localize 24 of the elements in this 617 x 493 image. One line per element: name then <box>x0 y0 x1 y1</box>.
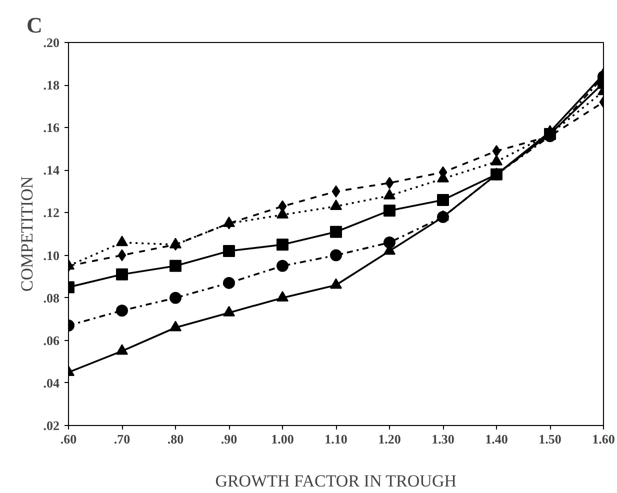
y-tick-label: .14 <box>43 162 60 178</box>
x-tick-label: 1.60 <box>592 432 615 446</box>
x-tick-label: .60 <box>60 432 77 446</box>
y-tick-label: .10 <box>43 248 60 263</box>
x-tick-label: 1.40 <box>485 432 508 446</box>
x-tick-label: 1.20 <box>378 432 401 446</box>
y-tick-label: .12 <box>43 205 60 220</box>
y-tick-label: .04 <box>43 375 60 390</box>
x-tick-label: 1.00 <box>271 432 294 446</box>
y-tick-label: .16 <box>43 120 60 136</box>
y-tick-label: .06 <box>43 332 60 348</box>
x-tick-label: .90 <box>220 432 238 446</box>
y-axis-title: COMPETITION <box>17 176 36 292</box>
y-tick-label: .20 <box>43 35 60 50</box>
y-tick-label: .02 <box>43 418 60 433</box>
x-axis-title: GROWTH FACTOR IN TROUGH <box>215 472 457 490</box>
x-tick-label: 1.10 <box>324 432 348 446</box>
y-tick-label: .18 <box>43 78 60 93</box>
x-tick-label: 1.30 <box>432 432 454 446</box>
y-tick-label: .08 <box>43 290 60 306</box>
x-tick-label: .70 <box>114 432 130 446</box>
x-tick-label: 1.50 <box>538 432 562 446</box>
x-tick-label: .80 <box>167 432 184 446</box>
chart-title: C <box>26 12 42 38</box>
